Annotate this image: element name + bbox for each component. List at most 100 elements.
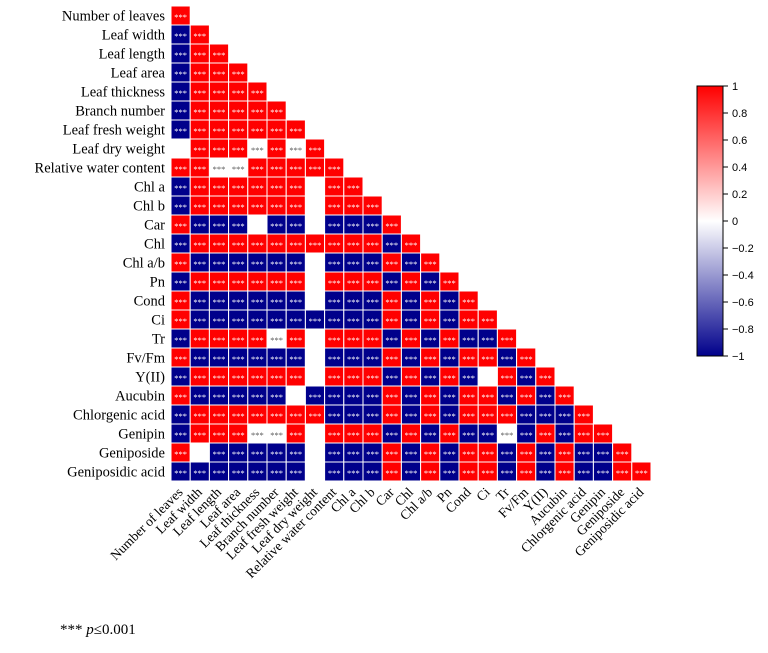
sig-label: *** [405, 411, 418, 421]
sig-label: *** [462, 468, 475, 478]
sig-label: *** [289, 335, 302, 345]
colorbar-tick-label: 1 [732, 81, 738, 93]
sig-label: *** [289, 259, 302, 269]
sig-label: *** [539, 392, 552, 402]
row-label-chl-b: Chl b [133, 199, 165, 215]
colorbar-tick-label: −0.2 [732, 243, 754, 255]
sig-label: *** [539, 373, 552, 383]
sig-label: *** [289, 240, 302, 250]
sig-label: *** [385, 278, 398, 288]
sig-label: *** [385, 411, 398, 421]
sig-label: *** [232, 259, 245, 269]
sig-label: *** [558, 449, 571, 459]
sig-label: *** [251, 202, 264, 212]
sig-label: *** [347, 297, 360, 307]
sig-label: *** [174, 221, 187, 231]
sig-label: *** [174, 12, 187, 22]
sig-label: *** [462, 392, 475, 402]
sig-label: *** [539, 430, 552, 440]
row-label-geniposidic-acid: Geniposidic acid [67, 465, 166, 481]
sig-label: *** [174, 316, 187, 326]
sig-label: *** [174, 183, 187, 193]
sig-label: *** [270, 183, 283, 193]
sig-label: *** [232, 107, 245, 117]
row-label-leaf-fresh-weight: Leaf fresh weight [63, 123, 165, 139]
cell-cond-leaf-dry-weight [304, 290, 326, 311]
sig-label: *** [405, 449, 418, 459]
row-label-relative-water-content: Relative water content [35, 161, 165, 177]
sig-label: *** [405, 278, 418, 288]
sig-label: *** [462, 373, 475, 383]
sig-label: *** [251, 240, 264, 250]
cell-y-ii-leaf-dry-weight [304, 366, 326, 387]
sig-label: *** [193, 31, 206, 41]
sig-label: *** [405, 259, 418, 269]
sig-label: *** [347, 411, 360, 421]
sig-label: *** [347, 335, 360, 345]
footnote-stars: *** [60, 622, 83, 638]
row-label-geniposide: Geniposide [99, 446, 165, 462]
row-label-y-ii: Y(II) [135, 370, 165, 386]
sig-label: *** [174, 31, 187, 41]
sig-label: *** [597, 430, 610, 440]
sig-label: *** [366, 411, 379, 421]
sig-label: *** [270, 126, 283, 136]
sig-label: *** [520, 392, 533, 402]
row-label-pn: Pn [150, 275, 166, 291]
sig-label: *** [616, 468, 629, 478]
sig-label: *** [174, 107, 187, 117]
sig-label: *** [405, 373, 418, 383]
sig-label: *** [424, 411, 437, 421]
sig-label: *** [193, 354, 206, 364]
sig-label: *** [309, 316, 322, 326]
row-label-chl-a: Chl a [134, 180, 166, 196]
sig-label: *** [174, 240, 187, 250]
sig-label: *** [193, 126, 206, 136]
row-label-leaf-dry-weight: Leaf dry weight [72, 142, 165, 158]
sig-label: *** [270, 392, 283, 402]
sig-label: *** [424, 392, 437, 402]
sig-label: *** [443, 278, 456, 288]
sig-label: *** [289, 373, 302, 383]
footnote-threshold: ≤0.001 [93, 622, 136, 638]
sig-label: *** [213, 69, 226, 79]
sig-label: *** [251, 126, 264, 136]
row-label-chlorgenic-acid: Chlorgenic acid [73, 408, 166, 424]
sig-label: *** [232, 468, 245, 478]
row-label-ci: Ci [151, 313, 165, 329]
sig-label: *** [270, 449, 283, 459]
sig-label: *** [520, 449, 533, 459]
sig-label: *** [347, 468, 360, 478]
sig-label: *** [289, 468, 302, 478]
sig-label: *** [232, 240, 245, 250]
sig-label: *** [481, 316, 494, 326]
sig-label: *** [405, 316, 418, 326]
sig-label: *** [385, 259, 398, 269]
sig-label: *** [385, 316, 398, 326]
sig-label: *** [481, 430, 494, 440]
sig-label: *** [424, 335, 437, 345]
sig-label: *** [213, 88, 226, 98]
sig-label: *** [251, 468, 264, 478]
sig-label: *** [193, 164, 206, 174]
sig-label: *** [328, 392, 341, 402]
sig-label: *** [443, 373, 456, 383]
sig-label: *** [520, 411, 533, 421]
sig-label: *** [270, 107, 283, 117]
sig-label: *** [232, 183, 245, 193]
sig-label: *** [289, 221, 302, 231]
sig-label: *** [443, 392, 456, 402]
sig-label: *** [270, 259, 283, 269]
sig-label: *** [193, 50, 206, 60]
sig-label: *** [174, 126, 187, 136]
cell-geniposidic-acid-geniposidic-acid [631, 461, 652, 482]
sig-label: *** [328, 373, 341, 383]
cell-y-ii-ci [477, 366, 498, 387]
row-label-chl: Chl [144, 237, 165, 253]
sig-label: *** [405, 297, 418, 307]
sig-label: *** [289, 183, 302, 193]
sig-label: *** [232, 297, 245, 307]
sig-label: *** [232, 411, 245, 421]
sig-label: *** [501, 335, 514, 345]
